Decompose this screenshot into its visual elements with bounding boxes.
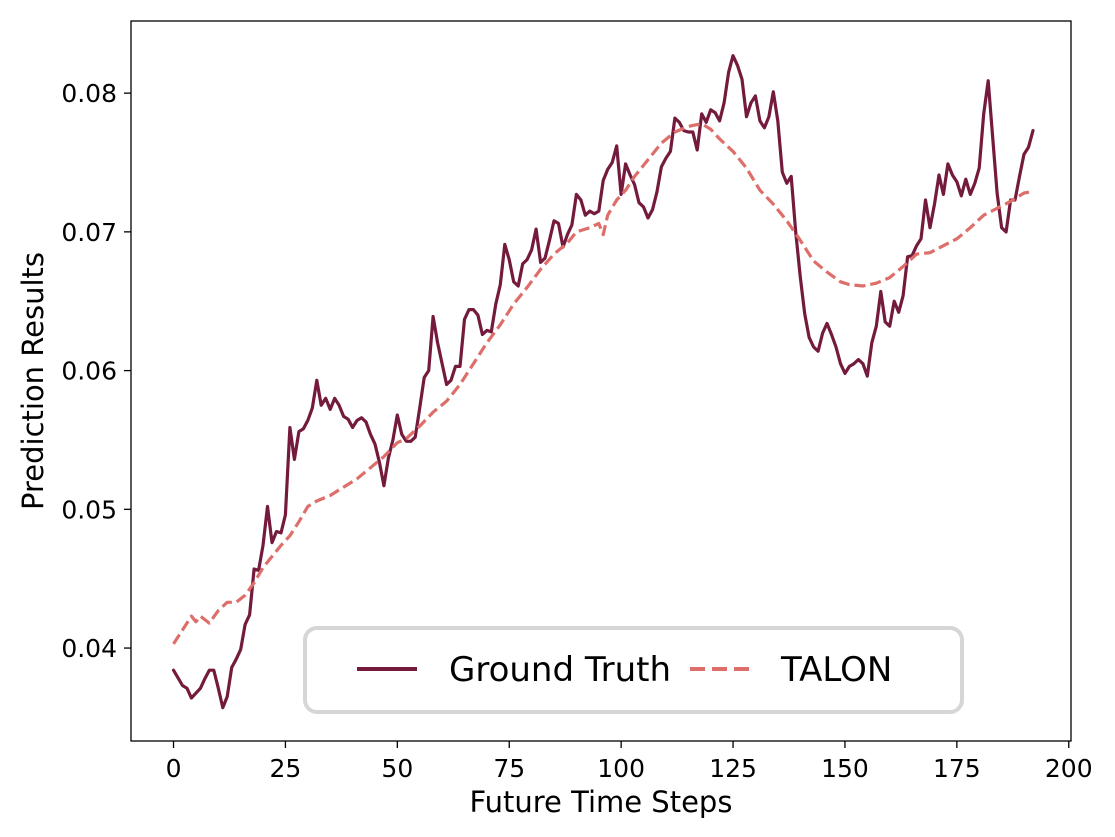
x-tick-label: 75: [493, 754, 525, 783]
plot-area: [131, 21, 1071, 741]
x-tick-label: 100: [597, 754, 645, 783]
x-tick-label: 125: [709, 754, 757, 783]
y-axis: 0.04 0.05 0.06 0.07 0.08: [61, 79, 131, 663]
legend: Ground Truth TALON: [303, 626, 964, 714]
series-line-talon: [172, 122, 1034, 645]
y-axis-label: Prediction Results: [16, 252, 50, 510]
x-tick-label: 175: [933, 754, 981, 783]
legend-label-ground-truth: Ground Truth: [449, 650, 671, 690]
series-layer: [171, 54, 1035, 710]
y-tick-label: 0.07: [61, 218, 117, 247]
y-tick-label: 0.04: [61, 634, 117, 663]
legend-box: [303, 626, 964, 714]
x-tick-label: 50: [381, 754, 413, 783]
y-tick-label: 0.06: [61, 357, 117, 386]
x-tick-label: 0: [166, 754, 182, 783]
legend-label-talon: TALON: [780, 650, 892, 690]
x-axis-label: Future Time Steps: [470, 785, 733, 819]
plot-frame: [130, 20, 1072, 742]
x-tick-label: 200: [1045, 754, 1093, 783]
y-tick-label: 0.08: [61, 79, 117, 108]
x-tick-label: 150: [821, 754, 869, 783]
y-tick-label: 0.05: [61, 495, 117, 524]
x-axis: 0 25 50 75 100 125 150 175 200: [166, 741, 1093, 783]
x-tick-label: 25: [270, 754, 302, 783]
series-line-ground-truth: [171, 54, 1035, 710]
